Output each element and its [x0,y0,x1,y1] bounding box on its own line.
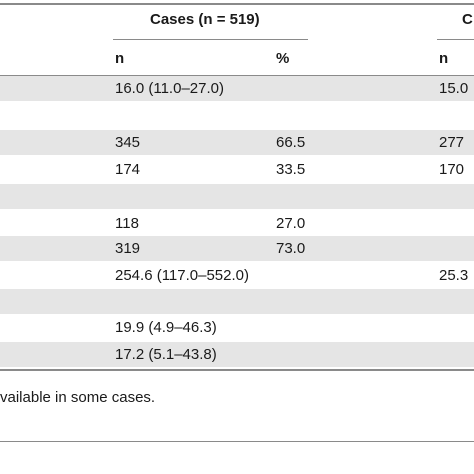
cases-n-cell: 345 [115,134,141,151]
table-row [0,289,474,314]
table-footnote: vailable in some cases. [0,389,156,406]
cases-percent-cell: 33.5 [276,161,306,178]
controls-n-cell: 25.3 [439,267,469,284]
cases-n-cell: 254.6 (117.0–552.0) [115,267,249,284]
cases-n-cell: 118 [115,215,139,232]
cases-percent-cell: 73.0 [276,240,306,257]
cases-n-cell: 19.9 (4.9–46.3) [115,319,217,336]
header-bottom-rule [0,75,474,76]
table-row: 19.9 (4.9–46.3) [0,315,474,340]
footer-rule [0,441,474,442]
cases-n-header: n [115,50,125,67]
table-top-rule [0,3,474,5]
table-row [0,184,474,209]
table-row: 16.0 (11.0–27.0) 15.0 [0,76,474,101]
cases-n-cell: 17.2 (5.1–43.8) [115,346,217,363]
table-row: 118 27.0 [0,211,474,236]
table-row: 319 73.0 [0,236,474,261]
cases-n-cell: 174 [115,161,141,178]
table-bottom-rule [0,369,474,371]
cases-percent-cell: 27.0 [276,215,306,232]
controls-n-cell: 170 [439,161,465,178]
cases-group-underline [113,39,308,40]
controls-n-header: n [439,50,449,67]
controls-n-cell: 277 [439,134,465,151]
cases-n-cell: 319 [115,240,141,257]
table-row: 254.6 (117.0–552.0) 25.3 [0,263,474,288]
cases-group-header: Cases (n = 519) [150,11,260,28]
controls-n-cell: 15.0 [439,80,469,97]
table-row [0,101,474,126]
controls-group-header: C [462,11,473,28]
cases-percent-cell: 66.5 [276,134,306,151]
table-row: 345 66.5 277 [0,130,474,155]
controls-group-underline [437,39,474,40]
table-row: 174 33.5 170 [0,157,474,182]
cases-percent-header: % [276,50,290,67]
cases-n-cell: 16.0 (11.0–27.0) [115,80,224,97]
table-row: 17.2 (5.1–43.8) [0,342,474,367]
